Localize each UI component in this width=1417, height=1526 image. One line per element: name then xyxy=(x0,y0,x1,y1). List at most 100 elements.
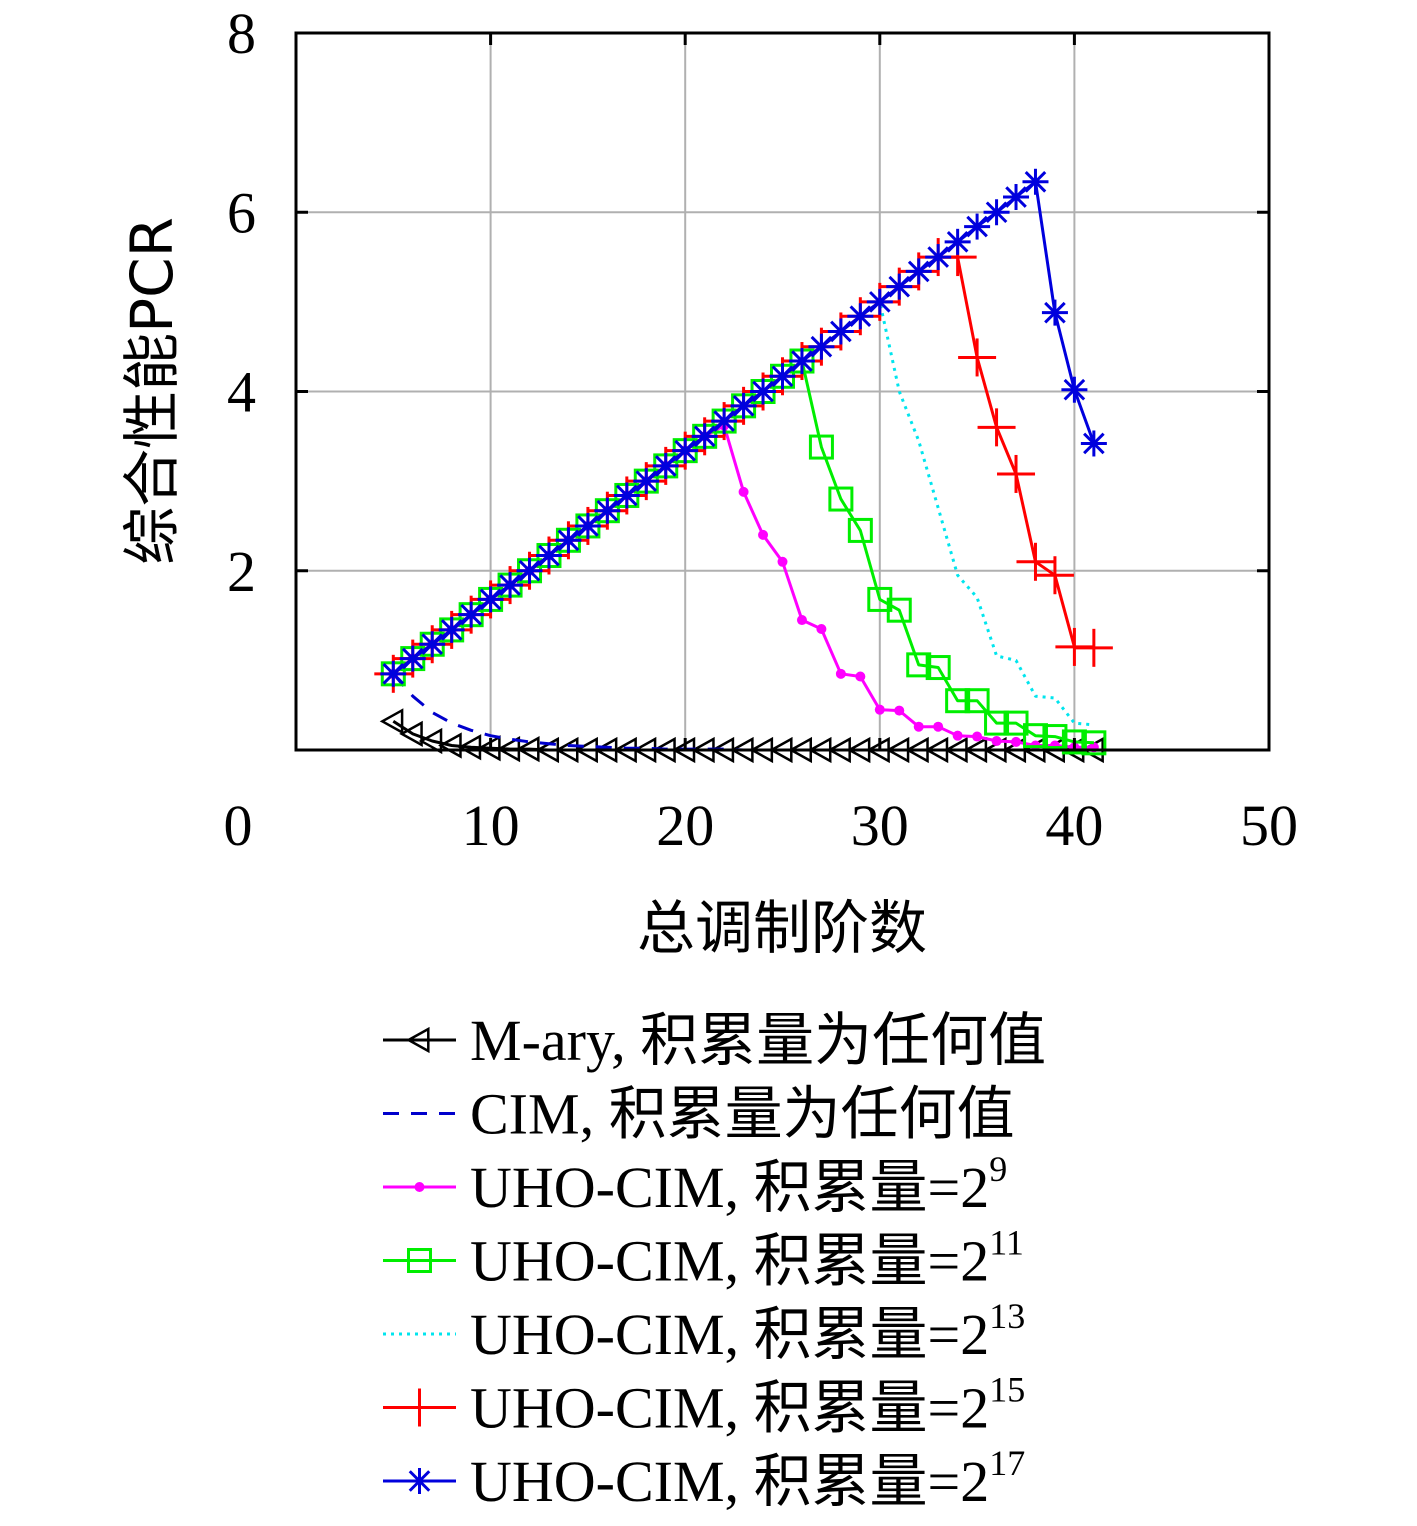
data-point xyxy=(894,705,905,716)
x-axis-label: 总调制阶数 xyxy=(637,894,927,962)
legend-label: UHO-CIM, 积累量=217 xyxy=(470,1443,1025,1514)
data-point xyxy=(808,333,835,360)
data-point xyxy=(758,529,769,540)
tick-labels: 0 10 20 30 40 50 2 4 6 8 xyxy=(224,1,1299,858)
series-4 xyxy=(392,300,1095,727)
data-point xyxy=(1080,430,1107,457)
data-point xyxy=(847,303,874,330)
y-tick-label: 2 xyxy=(227,539,256,604)
series-line xyxy=(392,300,1095,727)
data-point xyxy=(874,704,885,715)
data-point xyxy=(477,586,504,613)
data-point xyxy=(652,452,679,479)
data-point xyxy=(997,454,1036,493)
y-tick-label: 6 xyxy=(227,180,256,245)
data-point xyxy=(866,288,893,315)
legend-entry: UHO-CIM, 积累量=29 xyxy=(383,1149,1007,1220)
legend-entry: CIM, 积累量为任何值 xyxy=(383,1082,1015,1147)
data-point xyxy=(769,363,796,390)
data-point xyxy=(1011,736,1022,747)
data-point xyxy=(952,730,963,741)
data-point xyxy=(977,408,1016,447)
data-point xyxy=(535,542,562,569)
x-tick-label: 0 xyxy=(224,793,253,858)
data-point xyxy=(847,517,873,543)
data-point xyxy=(816,624,827,635)
data-point xyxy=(691,423,718,450)
legend-label: UHO-CIM, 积累量=29 xyxy=(470,1149,1007,1220)
legend-exponent: 13 xyxy=(989,1296,1025,1336)
series-5 xyxy=(374,238,1113,693)
data-point xyxy=(400,1388,439,1427)
data-point xyxy=(380,660,407,687)
data-point xyxy=(1035,556,1074,595)
data-point xyxy=(835,668,846,679)
data-point xyxy=(516,557,543,584)
data-point xyxy=(711,408,738,435)
data-point xyxy=(913,721,924,732)
data-point xyxy=(594,497,621,524)
x-tick-label: 30 xyxy=(851,793,909,858)
data-point xyxy=(886,597,912,623)
legend-entry: UHO-CIM, 积累量=213 xyxy=(383,1296,1025,1367)
legend-label: UHO-CIM, 积累量=211 xyxy=(470,1223,1024,1294)
data-point xyxy=(984,710,1010,736)
y-tick-label: 4 xyxy=(227,360,256,425)
data-point xyxy=(379,708,404,735)
x-tick-label: 50 xyxy=(1240,793,1298,858)
data-point xyxy=(827,318,854,345)
data-point xyxy=(788,348,815,375)
data-point xyxy=(796,615,807,626)
legend-label: UHO-CIM, 积累量=213 xyxy=(470,1296,1025,1367)
data-point xyxy=(1003,184,1030,211)
data-point xyxy=(414,1182,425,1192)
data-point xyxy=(738,486,749,497)
legend-entry: UHO-CIM, 积累量=211 xyxy=(383,1223,1024,1294)
data-point xyxy=(933,721,944,732)
data-point xyxy=(399,720,423,747)
x-tick-label: 40 xyxy=(1045,793,1103,858)
data-point xyxy=(777,556,788,567)
y-axis-label: 综合性能PCR xyxy=(118,217,186,565)
data-point xyxy=(419,631,446,658)
legend-entry: UHO-CIM, 积累量=217 xyxy=(383,1443,1025,1514)
data-point xyxy=(555,527,582,554)
data-point xyxy=(905,258,932,285)
axis-ticks xyxy=(294,31,1271,752)
data-point xyxy=(964,688,990,714)
legend-exponent: 15 xyxy=(989,1370,1025,1410)
data-point xyxy=(925,655,951,681)
legend-entry: UHO-CIM, 积累量=215 xyxy=(383,1370,1025,1441)
data-point xyxy=(405,1026,430,1054)
data-point xyxy=(438,616,465,643)
data-point xyxy=(1061,376,1088,403)
y-tick-label: 8 xyxy=(227,1,256,66)
data-point xyxy=(1041,299,1068,326)
data-point xyxy=(1022,723,1048,749)
data-point xyxy=(1042,724,1068,750)
data-point xyxy=(418,727,443,755)
legend-exponent: 11 xyxy=(989,1223,1024,1263)
legend-label: UHO-CIM, 积累量=215 xyxy=(470,1370,1025,1441)
data-point xyxy=(983,199,1010,226)
data-point xyxy=(1081,730,1107,756)
legend-exponent: 9 xyxy=(989,1149,1007,1189)
data-point xyxy=(399,645,426,672)
data-point xyxy=(497,572,524,599)
data-point xyxy=(458,601,485,628)
data-point xyxy=(886,273,913,300)
legend-entry: M-ary, 积累量为任何值 xyxy=(383,1008,1046,1073)
data-point xyxy=(672,437,699,464)
legend-exponent: 17 xyxy=(989,1443,1025,1483)
series-layer xyxy=(374,168,1113,764)
data-point xyxy=(808,434,834,460)
legend-label: M-ary, 积累量为任何值 xyxy=(470,1008,1046,1073)
data-point xyxy=(633,468,660,495)
series-6 xyxy=(380,168,1107,687)
x-tick-label: 20 xyxy=(656,793,714,858)
data-point xyxy=(925,244,952,271)
data-point xyxy=(1003,710,1029,736)
data-point xyxy=(1016,542,1055,581)
